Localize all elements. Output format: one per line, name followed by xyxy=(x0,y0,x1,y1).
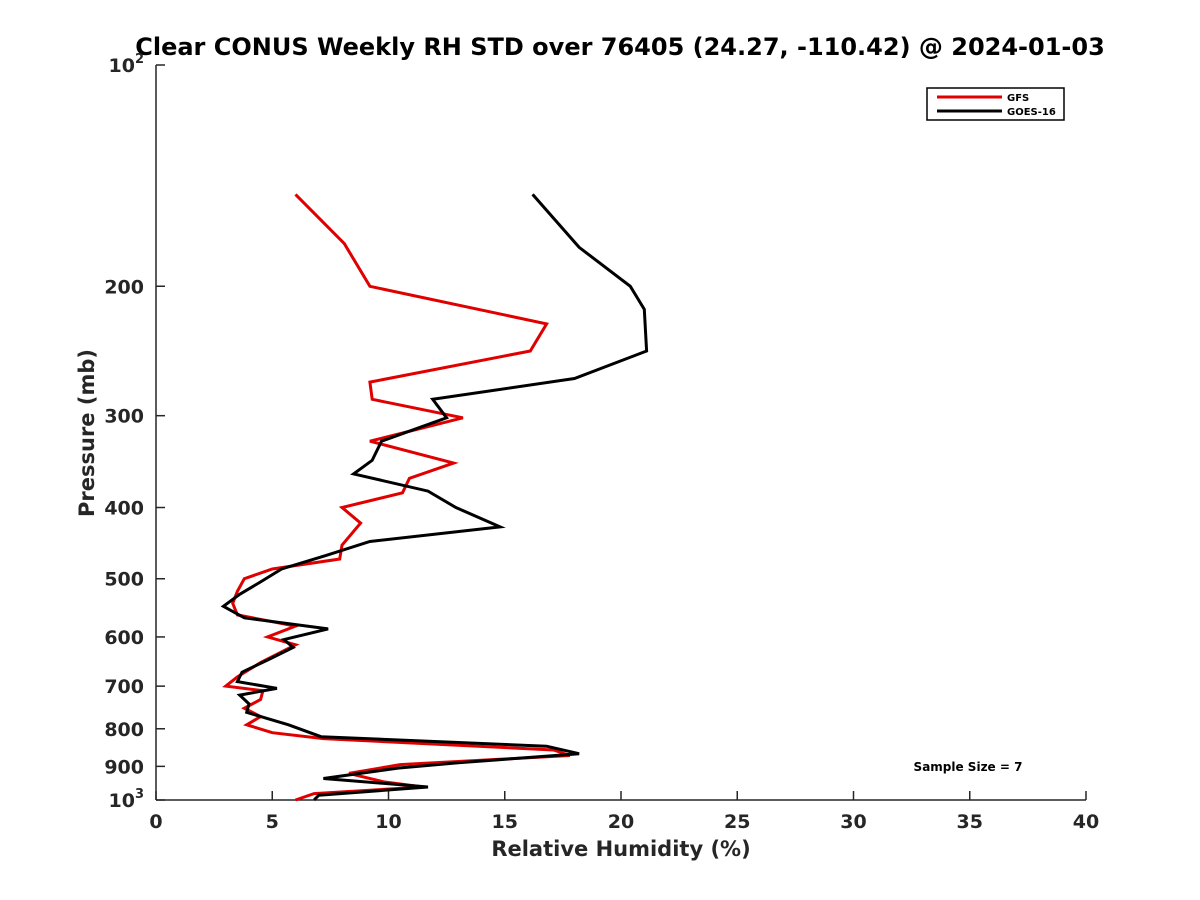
x-tick-label-0: 0 xyxy=(149,811,162,833)
y-axis-ticks: 102 200 300 400 500 600 700 800 900 103 xyxy=(104,52,165,812)
chart-title: Clear CONUS Weekly RH STD over 76405 (24… xyxy=(135,33,1105,61)
x-axis-ticks: 0 5 10 15 20 25 30 35 40 xyxy=(149,791,1099,833)
x-tick-label-5: 5 xyxy=(266,811,279,833)
x-tick-label-10: 10 xyxy=(375,811,401,833)
x-tick-label-25: 25 xyxy=(724,811,750,833)
legend: GFS GOES-16 xyxy=(926,87,1065,121)
y-tick-label-200: 200 xyxy=(104,276,144,298)
y-axis-label: Pressure (mb) xyxy=(75,349,99,517)
x-tick-label-20: 20 xyxy=(608,811,634,833)
x-axis-label: Relative Humidity (%) xyxy=(491,837,750,861)
y-tick-label-700: 700 xyxy=(104,676,144,698)
series-line-goes16 xyxy=(220,193,649,802)
y-tick-label-500: 500 xyxy=(104,569,144,591)
legend-box xyxy=(926,87,1065,121)
y-tick-label-800: 800 xyxy=(104,719,144,741)
y-tick-label-100: 102 xyxy=(109,52,145,77)
series-layer xyxy=(220,193,649,802)
legend-label-goes16: GOES-16 xyxy=(1007,107,1056,118)
series-line-gfs xyxy=(222,193,571,802)
y-tick-label-600: 600 xyxy=(104,627,144,649)
sample-size-annotation: Sample Size = 7 xyxy=(914,760,1023,774)
y-tick-label-900: 900 xyxy=(104,756,144,778)
x-tick-label-40: 40 xyxy=(1073,811,1099,833)
y-tick-label-300: 300 xyxy=(104,406,144,428)
x-tick-label-15: 15 xyxy=(492,811,518,833)
x-tick-label-30: 30 xyxy=(840,811,866,833)
y-tick-label-400: 400 xyxy=(104,498,144,520)
y-tick-label-1000: 103 xyxy=(109,787,145,812)
x-tick-label-35: 35 xyxy=(957,811,983,833)
plot-area: 0 5 10 15 20 25 30 35 40 102 200 300 400 500 600 700 80… xyxy=(104,52,1099,833)
legend-label-gfs: GFS xyxy=(1007,93,1029,104)
